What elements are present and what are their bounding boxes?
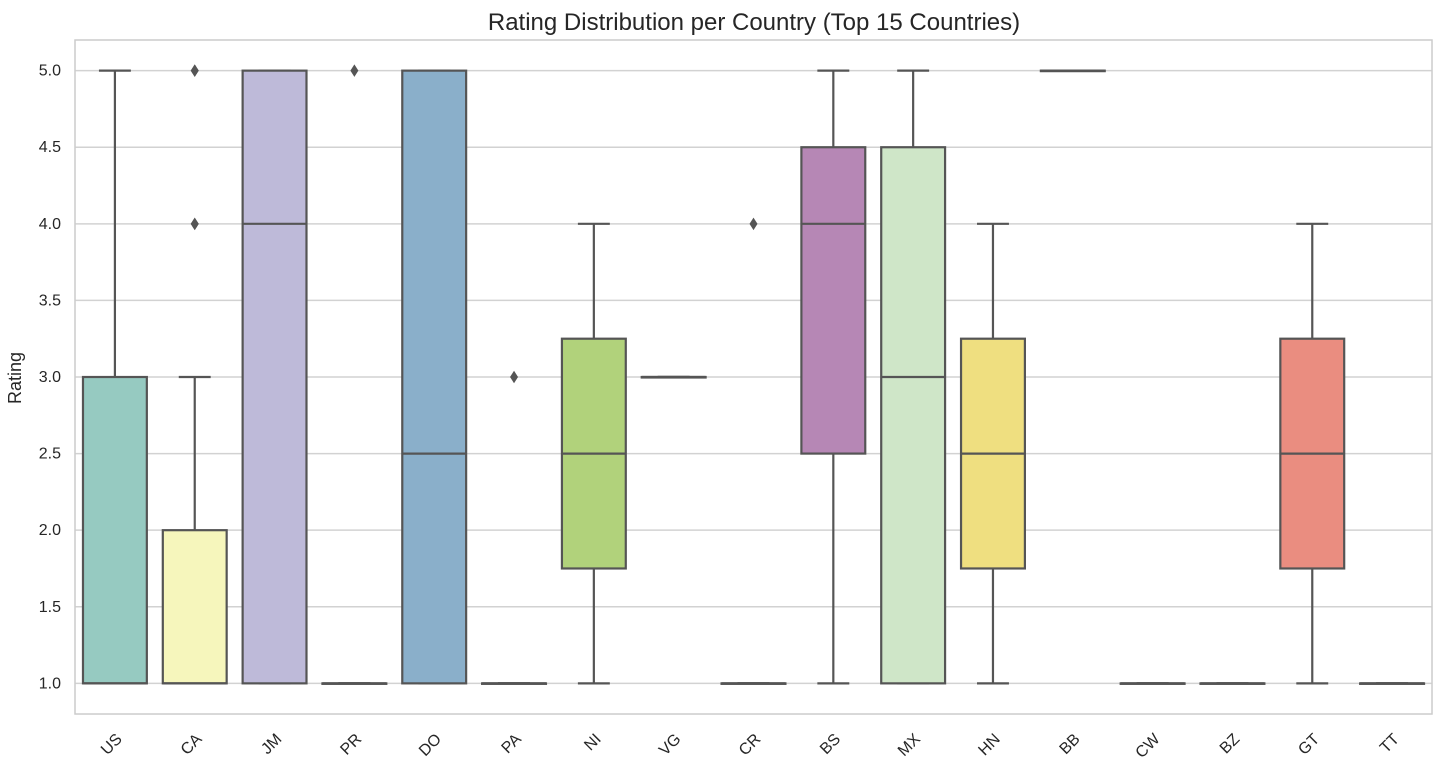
x-tick-labels: US CA JM PR DO PA NI VG CR BS MX HN BB CW BZ GT TT [98,730,1403,762]
x-tick-label: DO [416,731,445,760]
y-tick-labels: 1.0 1.5 2.0 2.5 3.0 3.5 4.0 4.5 5.0 [39,63,61,693]
y-axis-label: Rating [5,352,25,404]
x-tick-label: BZ [1217,731,1244,758]
box-PA [481,370,548,685]
box-BS [800,69,867,685]
x-tick-label: VG [656,731,684,759]
flier-point [510,370,519,384]
y-tick-label: 1.5 [39,599,61,616]
flier-point [350,64,359,77]
box-HN [959,222,1027,685]
box-body [800,146,867,455]
y-tick-label: 3.0 [39,369,61,386]
y-tick-label: 2.0 [39,522,61,539]
x-tick-label: GT [1295,731,1323,759]
box-CW [1119,682,1186,685]
boxes [81,64,1426,685]
x-tick-label: TT [1377,731,1403,757]
x-tick-label: CW [1133,730,1165,762]
x-tick-label: HN [975,731,1003,759]
box-BZ [1199,682,1266,685]
x-tick-label: BB [1057,731,1084,758]
x-tick-label: PR [337,731,365,759]
box-MX [880,69,947,685]
flier-point [749,217,758,231]
flier-point [190,64,199,77]
box-body [161,529,228,685]
x-tick-label: MX [895,731,924,760]
box-BB [1039,69,1106,73]
y-tick-label: 2.5 [39,446,61,463]
box-PR [321,64,388,685]
x-tick-label: BS [817,731,844,758]
box-DO [401,69,468,685]
x-tick-label: CA [178,731,206,759]
y-tick-label: 3.5 [39,292,61,309]
box-body [241,69,308,685]
box-US [81,69,148,685]
box-VG [640,375,707,379]
x-tick-label: US [98,731,126,759]
y-tick-label: 4.5 [39,139,61,156]
flier-point [190,217,199,231]
box-NI [560,222,627,685]
x-tick-label: PA [499,731,526,758]
chart-title: Rating Distribution per Country (Top 15 … [488,9,1020,36]
x-tick-label: JM [258,731,285,758]
box-body [81,375,148,685]
plot-frame [74,39,1433,715]
box-JM [241,69,308,685]
box-body [880,146,947,685]
box-GT [1279,222,1346,685]
y-tick-label: 1.0 [39,675,61,692]
x-tick-label: CR [736,731,764,759]
box-CR [720,217,787,685]
box-body [401,69,468,685]
x-tick-label: NI [581,731,604,754]
y-tick-label: 5.0 [39,63,61,80]
box-CA [161,64,228,685]
y-tick-label: 4.0 [39,216,61,233]
box-TT [1359,682,1426,685]
